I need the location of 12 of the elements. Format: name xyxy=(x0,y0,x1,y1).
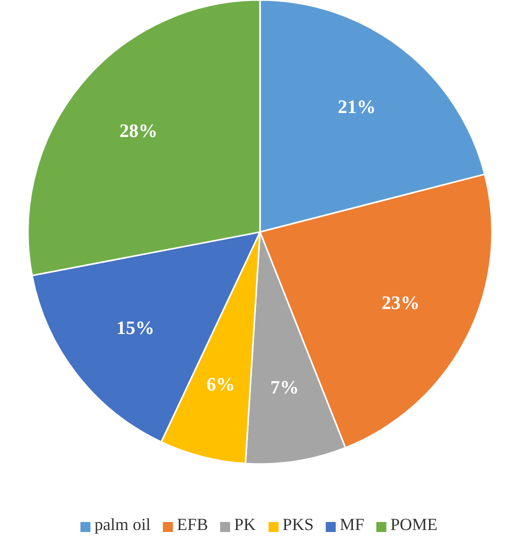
data-label: 28% xyxy=(119,120,158,142)
legend-label: EFB xyxy=(176,515,208,534)
data-label: 15% xyxy=(116,318,154,340)
data-label: 23% xyxy=(382,293,420,314)
legend-label: PK xyxy=(234,515,257,534)
legend-label: palm oil xyxy=(94,515,151,534)
data-label: 21% xyxy=(338,96,376,118)
legend-label: PKS xyxy=(282,515,314,534)
legend-label: MF xyxy=(340,515,364,534)
data-label: 7% xyxy=(270,377,299,398)
data-label: 6% xyxy=(206,374,236,396)
legend-label: POME xyxy=(390,515,438,534)
